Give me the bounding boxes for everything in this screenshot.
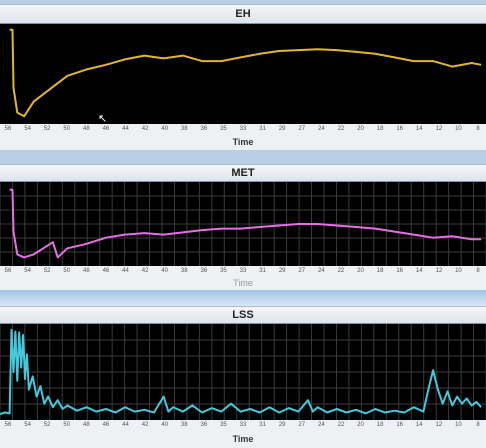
- tick-label: 33: [239, 422, 247, 428]
- tick-label: 14: [415, 126, 423, 132]
- tick-label: 12: [435, 268, 443, 274]
- chart-title-eh: EH: [0, 4, 486, 24]
- tick-label: 31: [259, 268, 266, 274]
- mouse-cursor-icon: ↖: [98, 113, 108, 125]
- tick-label: 50: [63, 422, 71, 428]
- tick-label: 35: [220, 126, 227, 132]
- tick-label: 27: [298, 268, 306, 274]
- tick-label: 36: [200, 126, 208, 132]
- x-axis-eh: 56 54 52 50 48 46 44 42 40 38 36 35 33 31 29 27 24 22 20 18…: [0, 124, 486, 150]
- tick-label: 40: [161, 268, 168, 274]
- tick-label: 14: [415, 268, 423, 274]
- tick-label: 52: [43, 126, 51, 132]
- plot-area-eh[interactable]: [0, 23, 486, 125]
- tick-label: 12: [435, 422, 443, 428]
- tick-label: 46: [102, 126, 110, 132]
- met-chart-svg: [0, 182, 486, 266]
- series-line-eh: [9, 28, 482, 118]
- tick-label: 10: [455, 268, 462, 274]
- tick-label: 27: [298, 126, 306, 132]
- tick-label: 56: [4, 422, 12, 428]
- tick-label: 20: [357, 268, 364, 274]
- tick-label: 20: [357, 422, 364, 428]
- tick-label: 10: [455, 126, 462, 132]
- tick-label: 44: [122, 126, 129, 132]
- tick-label: 48: [82, 126, 90, 132]
- tick-label: 44: [122, 268, 129, 274]
- tick-label: 20: [357, 126, 364, 132]
- tick-label: 16: [396, 422, 403, 428]
- tick-label: 31: [259, 422, 266, 428]
- tick-label: 35: [220, 268, 227, 274]
- axis-title-met: Time: [233, 278, 253, 288]
- tick-label: 8: [476, 422, 480, 428]
- tick-label: 22: [337, 126, 345, 132]
- tick-label: 54: [24, 422, 31, 428]
- tick-label: 24: [317, 422, 325, 428]
- plot-area-met[interactable]: [0, 181, 486, 267]
- tick-label: 50: [63, 268, 71, 274]
- tick-label: 18: [376, 126, 384, 132]
- tick-label: 29: [278, 268, 286, 274]
- tick-label: 22: [337, 422, 345, 428]
- tick-label: 12: [435, 126, 443, 132]
- tick-label: 54: [24, 268, 31, 274]
- tick-label: 36: [200, 268, 208, 274]
- tick-label: 48: [82, 268, 90, 274]
- tick-label: 54: [24, 126, 31, 132]
- tick-label: 8: [476, 268, 480, 274]
- x-axis-lss: 56 54 52 50 48 46 44 42 40 38 36 35 33 31 29 27 24 22 20 18…: [0, 420, 486, 448]
- plot-area-lss[interactable]: [0, 323, 486, 421]
- tick-label: 14: [415, 422, 423, 428]
- tick-label: 42: [141, 422, 149, 428]
- tick-label: 27: [298, 422, 306, 428]
- tick-label: 56: [4, 268, 12, 274]
- tick-label: 56: [4, 126, 12, 132]
- tick-label: 52: [43, 268, 51, 274]
- tick-label: 36: [200, 422, 208, 428]
- tick-label: 24: [317, 126, 325, 132]
- gap-1: [0, 150, 486, 164]
- tick-label: 48: [82, 422, 90, 428]
- tick-label: 29: [278, 126, 286, 132]
- tick-label: 46: [102, 268, 110, 274]
- tick-label: 33: [239, 126, 247, 132]
- axis-title-lss: Time: [232, 434, 254, 444]
- tick-label: 40: [161, 126, 168, 132]
- series-line-lss: [0, 328, 482, 416]
- tick-label: 18: [376, 422, 384, 428]
- axis-title-eh: Time: [232, 137, 254, 147]
- chart-title-lss: LSS: [0, 306, 486, 324]
- tick-label: 38: [180, 268, 188, 274]
- lss-chart-svg: [0, 324, 486, 420]
- tick-label: 40: [161, 422, 168, 428]
- chart-title-met: MET: [0, 164, 486, 182]
- tick-label: 44: [122, 422, 129, 428]
- gap-2: [0, 290, 486, 306]
- tick-label: 16: [396, 268, 403, 274]
- tick-label: 38: [180, 126, 188, 132]
- tick-label: 24: [317, 268, 325, 274]
- tick-label: 38: [180, 422, 188, 428]
- tick-label: 42: [141, 126, 149, 132]
- tick-label: 22: [337, 268, 345, 274]
- x-axis-met: 56 54 52 50 48 46 44 42 40 38 36 35 33 31 29 27 24 22 20 18…: [0, 266, 486, 290]
- tick-label: 52: [43, 422, 51, 428]
- series-line-met: [9, 188, 482, 259]
- tick-label: 50: [63, 126, 71, 132]
- tick-label: 18: [376, 268, 384, 274]
- tick-label: 42: [141, 268, 149, 274]
- tick-label: 31: [259, 126, 266, 132]
- eh-chart-svg: [9, 28, 482, 118]
- tick-label: 16: [396, 126, 403, 132]
- tick-label: 33: [239, 268, 247, 274]
- tick-label: 8: [476, 126, 480, 132]
- tick-label: 29: [278, 422, 286, 428]
- top-gap: [0, 0, 486, 4]
- tick-label: 10: [455, 422, 462, 428]
- tick-label: 35: [220, 422, 227, 428]
- tick-label: 46: [102, 422, 110, 428]
